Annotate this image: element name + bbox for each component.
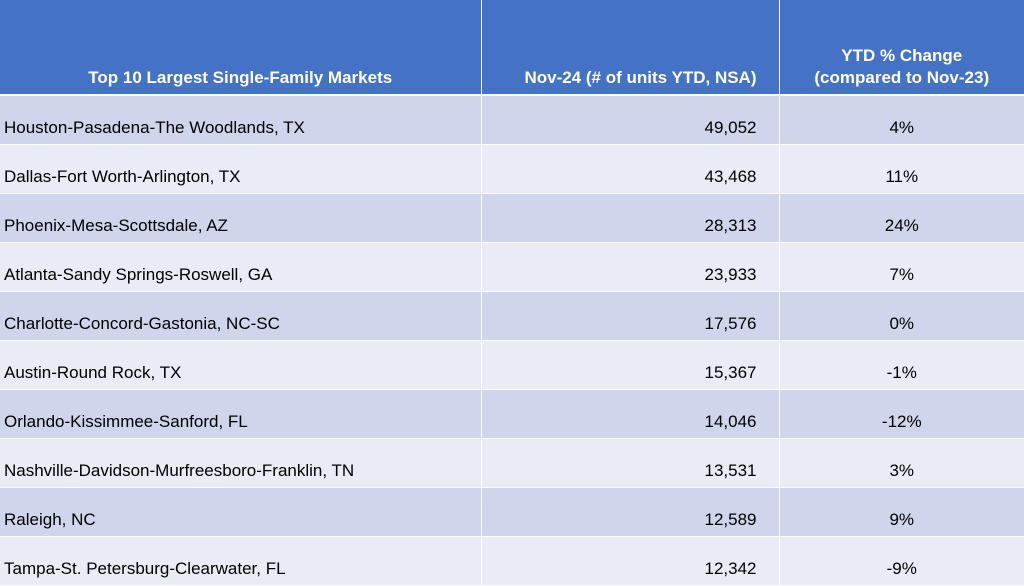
ytd-change-cell: 24% [779, 193, 1024, 243]
table-row: Dallas-Fort Worth-Arlington, TX 43,468 11% [0, 144, 1024, 194]
ytd-change-cell: -1% [779, 340, 1024, 390]
header-ytd-change-line2: (compared to Nov-23) [814, 68, 990, 87]
ytd-change-cell: 0% [779, 291, 1024, 341]
market-cell: Houston-Pasadena-The Woodlands, TX [0, 95, 482, 145]
header-ytd-change: YTD % Change (compared to Nov-23) [779, 0, 1024, 96]
table-body: Houston-Pasadena-The Woodlands, TX 49,052… [0, 95, 1024, 586]
units-cell: 14,046 [481, 389, 780, 439]
header-row: Top 10 Largest Single-Family Markets Nov… [0, 0, 1024, 96]
table-row: Nashville-Davidson-Murfreesboro-Franklin… [0, 438, 1024, 488]
units-cell: 13,531 [481, 438, 780, 488]
units-cell: 17,576 [481, 291, 780, 341]
ytd-change-cell: -9% [779, 536, 1024, 586]
ytd-change-cell: 7% [779, 242, 1024, 292]
table-row: Orlando-Kissimmee-Sanford, FL 14,046 -12% [0, 389, 1024, 439]
market-cell: Phoenix-Mesa-Scottsdale, AZ [0, 193, 482, 243]
units-cell: 23,933 [481, 242, 780, 292]
market-cell: Tampa-St. Petersburg-Clearwater, FL [0, 536, 482, 586]
market-cell: Dallas-Fort Worth-Arlington, TX [0, 144, 482, 194]
market-cell: Austin-Round Rock, TX [0, 340, 482, 390]
market-cell: Atlanta-Sandy Springs-Roswell, GA [0, 242, 482, 292]
ytd-change-cell: 11% [779, 144, 1024, 194]
units-cell: 43,468 [481, 144, 780, 194]
header-market: Top 10 Largest Single-Family Markets [0, 0, 482, 96]
table-row: Tampa-St. Petersburg-Clearwater, FL 12,34… [0, 536, 1024, 586]
table-row: Raleigh, NC 12,589 9% [0, 487, 1024, 537]
table-row: Charlotte-Concord-Gastonia, NC-SC 17,576 0… [0, 291, 1024, 341]
header-ytd-change-line1: YTD % Change [841, 46, 963, 65]
units-cell: 12,589 [481, 487, 780, 537]
ytd-change-cell: 4% [779, 95, 1024, 145]
table-row: Phoenix-Mesa-Scottsdale, AZ 28,313 24% [0, 193, 1024, 243]
units-cell: 12,342 [481, 536, 780, 586]
market-cell: Nashville-Davidson-Murfreesboro-Franklin… [0, 438, 482, 488]
units-cell: 49,052 [481, 95, 780, 145]
units-cell: 15,367 [481, 340, 780, 390]
units-cell: 28,313 [481, 193, 780, 243]
ytd-change-cell: -12% [779, 389, 1024, 439]
market-cell: Charlotte-Concord-Gastonia, NC-SC [0, 291, 482, 341]
market-cell: Raleigh, NC [0, 487, 482, 537]
market-cell: Orlando-Kissimmee-Sanford, FL [0, 389, 482, 439]
table-row: Atlanta-Sandy Springs-Roswell, GA 23,933 7… [0, 242, 1024, 292]
ytd-change-cell: 9% [779, 487, 1024, 537]
ytd-change-cell: 3% [779, 438, 1024, 488]
table-row: Houston-Pasadena-The Woodlands, TX 49,052… [0, 95, 1024, 145]
header-units: Nov-24 (# of units YTD, NSA) [481, 0, 780, 96]
table-row: Austin-Round Rock, TX 15,367 -1% [0, 340, 1024, 390]
